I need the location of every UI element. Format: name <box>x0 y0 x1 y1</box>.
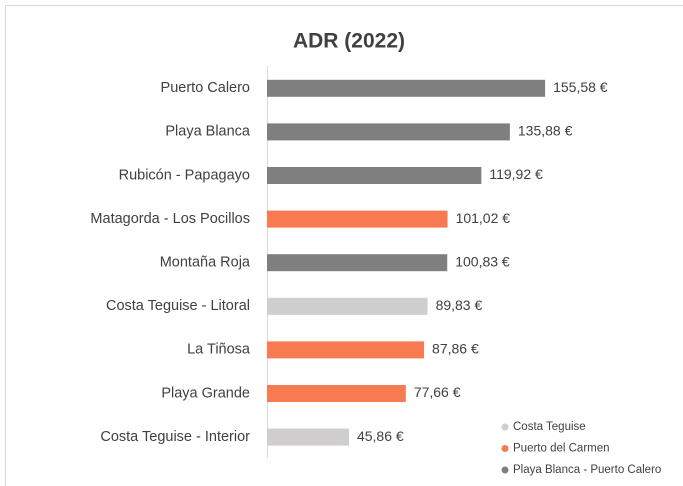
legend-label: Puerto del Carmen <box>513 443 610 455</box>
value-label: 87,86 € <box>432 341 479 357</box>
bar <box>267 79 546 97</box>
chart-frame <box>5 5 683 486</box>
bar <box>267 123 510 141</box>
y-tick-label: Puerto Calero <box>161 80 250 96</box>
value-label: 100,83 € <box>455 253 510 269</box>
y-tick-label: Montaña Roja <box>160 255 251 271</box>
value-label: 89,83 € <box>436 297 483 313</box>
legend-marker <box>501 445 509 452</box>
chart-title: ADR (2022) <box>293 30 405 53</box>
bar <box>267 341 425 359</box>
legend-label: Costa Teguise <box>513 421 586 433</box>
bar <box>267 167 482 184</box>
y-tick-label: Playa Blanca <box>165 124 251 140</box>
bar <box>267 385 406 402</box>
y-tick-label: Playa Grande <box>161 385 250 401</box>
legend-label: Playa Blanca - Puerto Calero <box>513 464 661 476</box>
value-label: 101,02 € <box>456 210 511 226</box>
bar <box>267 254 448 272</box>
value-label: 77,66 € <box>414 384 461 400</box>
y-tick-label: Matagorda - Los Pocillos <box>90 211 250 227</box>
y-tick-label: Rubicón - Papagayo <box>119 167 250 183</box>
bar <box>267 210 448 228</box>
value-label: 135,88 € <box>518 123 573 139</box>
bar <box>267 297 428 315</box>
legend-marker <box>501 423 509 431</box>
y-tick-label: La Tiñosa <box>187 342 251 358</box>
y-tick-label: Costa Teguise - Litoral <box>106 298 250 314</box>
y-tick-label: Costa Teguise - Interior <box>100 429 250 445</box>
legend-marker <box>501 466 509 474</box>
value-label: 45,86 € <box>357 428 404 444</box>
bar <box>267 428 349 446</box>
value-label: 119,92 € <box>489 166 543 182</box>
value-label: 155,58 € <box>553 79 608 95</box>
